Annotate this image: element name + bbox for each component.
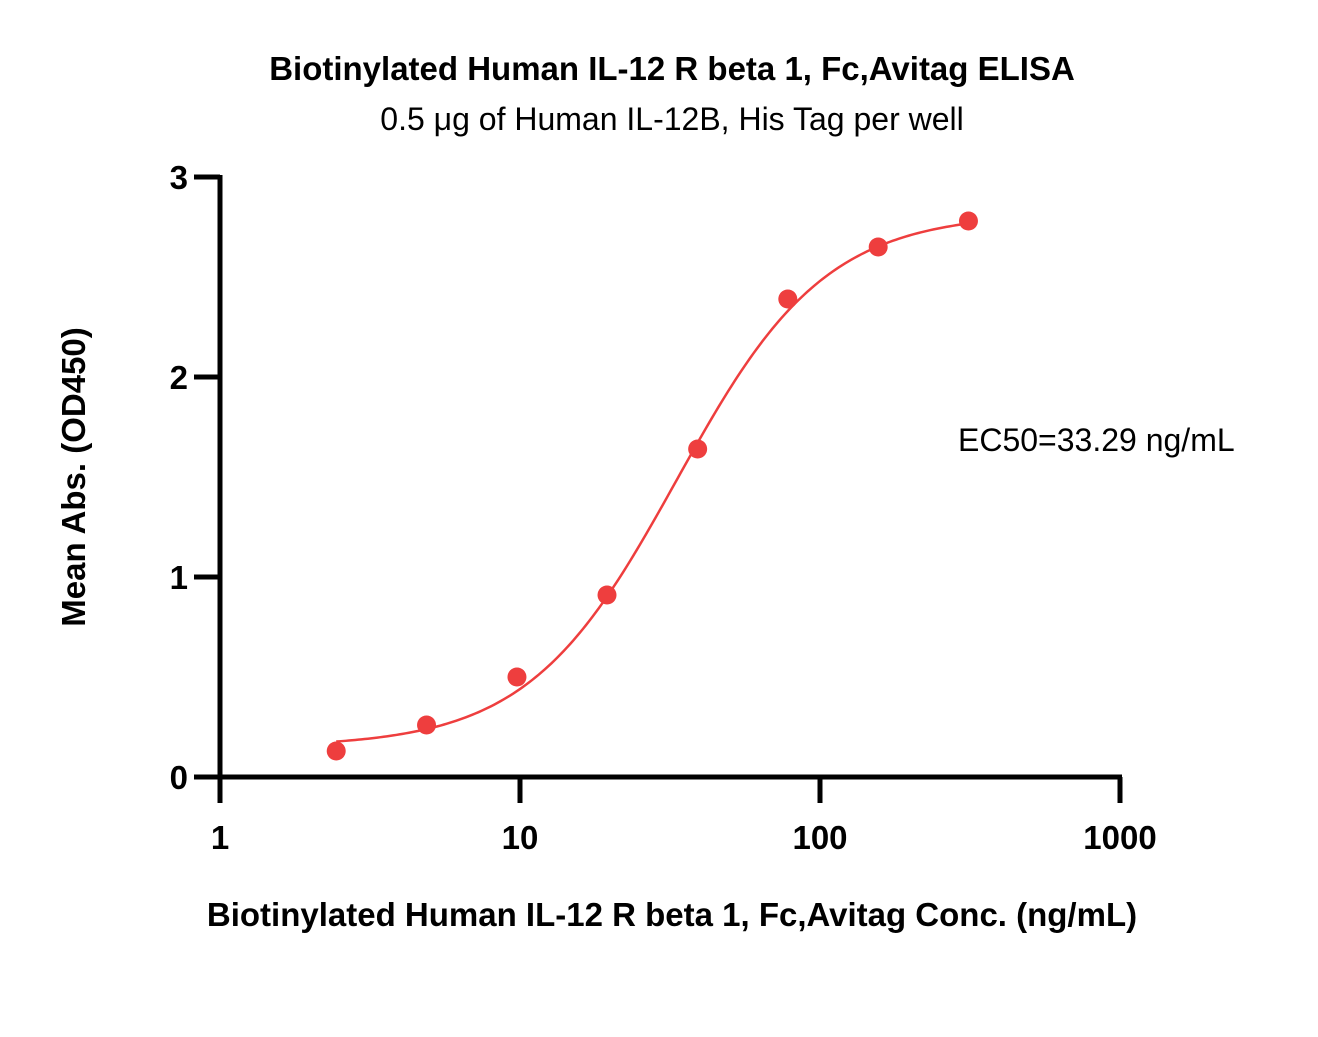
y-tick-label: 2	[170, 359, 188, 396]
data-point	[507, 667, 527, 687]
data-point	[597, 585, 617, 605]
fit-curve-layer	[336, 222, 969, 743]
data-points-layer	[326, 211, 978, 761]
data-point	[958, 211, 978, 231]
data-point	[778, 289, 798, 309]
y-axis-title: Mean Abs. (OD450)	[55, 327, 92, 627]
data-point	[688, 439, 708, 459]
chart-title: Biotinylated Human IL-12 R beta 1, Fc,Av…	[269, 50, 1075, 87]
chart-subtitle: 0.5 μg of Human IL-12B, His Tag per well	[380, 101, 963, 137]
x-tick-label: 100	[792, 819, 847, 856]
fit-curve	[336, 222, 969, 743]
y-tick-label: 3	[170, 159, 188, 196]
x-axis-title: Biotinylated Human IL-12 R beta 1, Fc,Av…	[207, 896, 1137, 933]
data-point	[417, 715, 437, 735]
x-tick-label: 1000	[1083, 819, 1156, 856]
ec50-annotation: EC50=33.29 ng/mL	[958, 422, 1235, 458]
y-tick-label: 1	[170, 559, 188, 596]
y-tick-label: 0	[170, 759, 188, 796]
data-point	[326, 741, 346, 761]
x-tick-label: 10	[502, 819, 539, 856]
x-tick-label: 1	[211, 819, 229, 856]
data-point	[868, 237, 888, 257]
